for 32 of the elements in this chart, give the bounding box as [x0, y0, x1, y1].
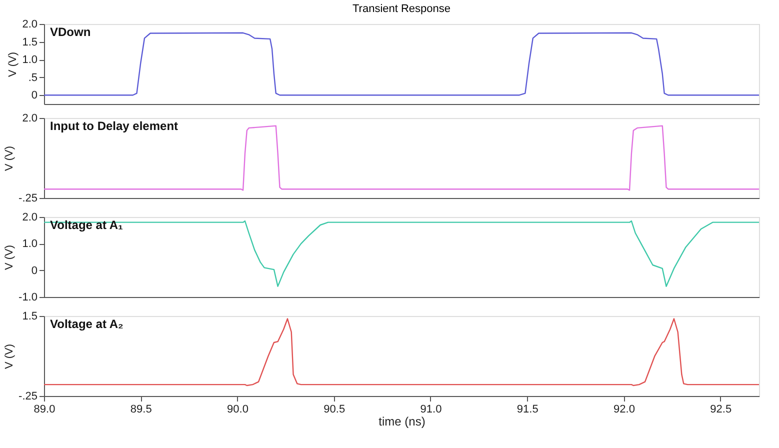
y-tick-label: 2.0 — [22, 112, 38, 124]
y-tick-label: 1.5 — [22, 310, 38, 322]
y-axis-title: V (V) — [4, 344, 16, 370]
y-axis-title: V (V) — [7, 52, 20, 78]
y-tick-label: 2.0 — [22, 18, 38, 30]
y-tick-label: 0 — [31, 90, 38, 102]
y-tick-label: 1.0 — [22, 54, 38, 66]
text: VDown — [50, 25, 91, 39]
y-tick-label: -1.0 — [18, 292, 38, 304]
x-tick-label: 90.0 — [227, 404, 248, 416]
x-axis-title: time (ns) — [378, 414, 426, 428]
x-tick-label: 92.5 — [710, 404, 732, 416]
y-tick-label: 0 — [31, 264, 38, 277]
x-tick-label: 92.0 — [614, 404, 635, 416]
x-tick-label: 91.0 — [420, 404, 442, 416]
x-tick-label: 89.5 — [130, 404, 152, 416]
y-axis-title: V (V) — [4, 244, 16, 270]
line-series — [44, 220, 759, 287]
y-tick-label: -.25 — [18, 192, 38, 204]
chart-title: Transient Response — [352, 3, 451, 15]
text: Voltage at A₂ — [50, 317, 124, 331]
y-tick-label: .5 — [28, 72, 38, 84]
y-tick-label: 1.5 — [22, 36, 38, 48]
y-tick-label: 1.0 — [22, 238, 38, 250]
line-series — [44, 318, 759, 386]
x-tick-label: 91.5 — [516, 404, 538, 416]
text: Input to Delay element — [50, 119, 178, 133]
x-tick-label: 90.5 — [324, 404, 346, 416]
y-tick-label: 2.0 — [22, 212, 38, 224]
y-axis-title: V (V) — [4, 146, 16, 172]
x-tick-label: 89.0 — [34, 404, 56, 416]
y-tick-label: -.25 — [18, 390, 38, 402]
